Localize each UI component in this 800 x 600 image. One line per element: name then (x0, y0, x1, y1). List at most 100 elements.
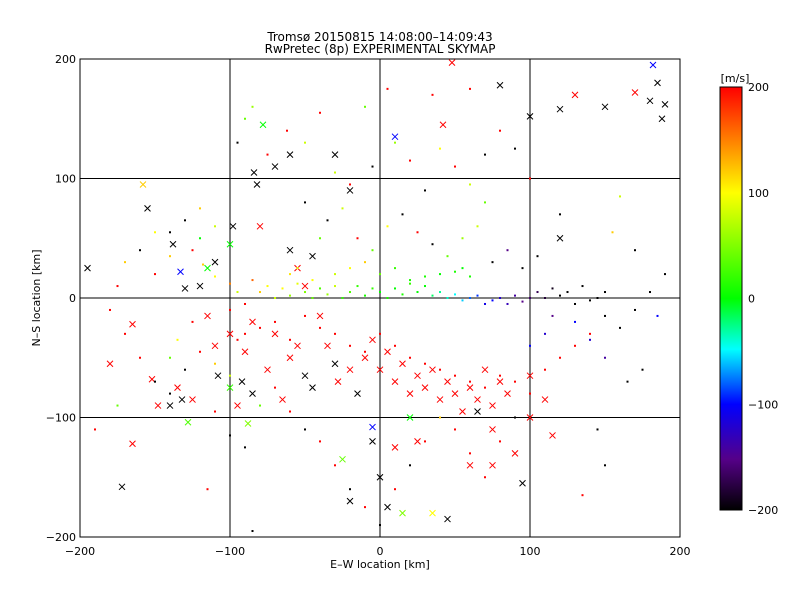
scatter-cross-point (631, 89, 639, 96)
scatter-dot-point (469, 380, 471, 383)
scatter-cross-point (279, 396, 286, 403)
scatter-dot-point (641, 368, 644, 371)
scatter-dot-point (484, 302, 486, 305)
scatter-dot-point (124, 261, 126, 264)
scatter-dot-point (394, 267, 396, 270)
scatter-dot-point (596, 297, 599, 299)
scatter-dot-point (281, 287, 284, 290)
scatter-dot-point (634, 308, 636, 311)
scatter-cross-point (169, 240, 177, 248)
scatter-cross-point (244, 420, 252, 427)
scatter-dot-point (259, 291, 261, 294)
scatter-cross-point (316, 312, 324, 320)
scatter-dot-point (349, 267, 351, 270)
scatter-cross-point (649, 61, 657, 69)
scatter-dot-point (454, 165, 456, 168)
scatter-cross-point (226, 330, 234, 338)
scatter-cross-point (309, 252, 316, 260)
scatter-dot-point (116, 404, 119, 407)
scatter-dot-point (424, 285, 426, 288)
scatter-dot-point (514, 294, 516, 297)
scatter-dot-point (409, 279, 411, 282)
scatter-dot-point (431, 243, 434, 246)
scatter-dot-point (184, 368, 186, 371)
y-axis-label: N–S location [km] (30, 249, 43, 346)
scatter-dot-point (551, 287, 554, 290)
scatter-dot-point (191, 320, 194, 323)
scatter-dot-point (349, 291, 351, 294)
scatter-cross-point (324, 342, 331, 350)
scatter-dot-point (476, 294, 479, 297)
scatter-dot-point (431, 93, 434, 96)
scatter-dot-point (484, 201, 486, 204)
scatter-cross-point (234, 402, 241, 409)
scatter-cross-point (250, 169, 258, 176)
scatter-dot-point (311, 279, 314, 282)
scatter-dot-point (529, 297, 531, 299)
scatter-cross-point (331, 151, 339, 158)
scatter-dot-point (581, 285, 584, 288)
scatter-cross-point (339, 455, 346, 463)
scatter-dot-point (454, 374, 456, 377)
scatter-cross-point (238, 378, 246, 386)
scatter-dot-point (304, 291, 306, 294)
scatter-dot-point (401, 293, 404, 296)
scatter-dot-point (461, 299, 464, 302)
scatter-dot-point (619, 195, 621, 198)
scatter-dot-point (184, 219, 186, 222)
scatter-dot-point (349, 344, 351, 347)
scatter-dot-point (589, 332, 591, 335)
scatter-dot-point (394, 488, 396, 491)
scatter-dot-point (266, 285, 269, 288)
scatter-dot-point (169, 356, 171, 359)
scatter-dot-point (169, 255, 171, 258)
scatter-dot-point (236, 338, 239, 341)
scatter-dot-point (326, 219, 329, 222)
scatter-cross-point (334, 378, 342, 386)
scatter-dot-point (386, 87, 389, 90)
scatter-dot-point (596, 428, 599, 431)
scatter-cross-point (301, 372, 309, 380)
scatter-cross-point (571, 91, 579, 99)
scatter-dot-point (289, 410, 291, 413)
colorbar-tick-labels: 200 100 0 −100 −200 (748, 81, 778, 517)
scatter-cross-point (229, 222, 237, 230)
scatter-dot-point (521, 267, 524, 270)
colorbar-tick-label: 0 (748, 293, 755, 306)
scatter-cross-point (204, 264, 211, 272)
scatter-dot-point (424, 440, 426, 443)
scatter-cross-point (511, 449, 519, 457)
y-tick-labels: −200 −100 0 100 200 (46, 53, 76, 544)
x-tick-label: −200 (65, 545, 95, 558)
scatter-dot-point (386, 297, 389, 299)
scatter-dot-point (251, 530, 254, 533)
scatter-dot-point (529, 344, 531, 347)
scatter-dot-point (229, 434, 231, 437)
scatter-cross-point (399, 360, 406, 368)
scatter-dot-point (544, 332, 546, 335)
scatter-cross-point (286, 151, 294, 158)
scatter-cross-point (369, 336, 376, 344)
scatter-cross-point (414, 438, 421, 445)
scatter-dot-point (529, 177, 531, 180)
scatter-cross-point (271, 330, 279, 338)
scatter-dot-point (499, 297, 501, 299)
scatter-dot-point (469, 452, 471, 455)
scatter-cross-point (444, 515, 451, 523)
scatter-dot-point (499, 129, 501, 132)
scatter-cross-point (369, 438, 376, 445)
scatter-dot-point (202, 263, 204, 266)
scatter-dot-point (199, 237, 201, 240)
scatter-dot-point (656, 314, 659, 317)
scatter-dot-point (259, 326, 261, 329)
scatter-dot-point (364, 261, 366, 264)
scatter-dot-point (274, 320, 276, 323)
scatter-cross-point (376, 473, 384, 481)
scatter-dot-point (439, 291, 441, 294)
scatter-cross-point (211, 258, 219, 266)
scatter-cross-point (331, 360, 339, 368)
scatter-dot-point (364, 506, 366, 509)
scatter-dot-point (604, 356, 606, 359)
scatter-cross-point (399, 509, 406, 517)
scatter-dot-point (566, 291, 569, 294)
